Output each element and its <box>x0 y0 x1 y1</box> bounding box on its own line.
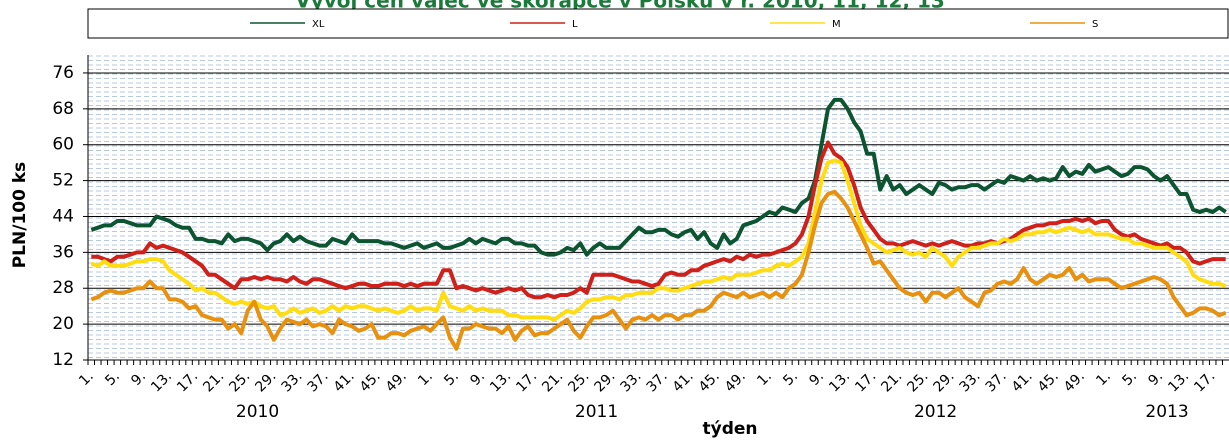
y-tick-label: 44 <box>52 206 74 226</box>
x-tick-label: 29. <box>252 368 279 395</box>
y-tick-label: 12 <box>52 350 74 370</box>
series-line <box>90 158 1227 322</box>
x-tick-label: 13. <box>487 368 514 395</box>
x-tick-label: 41. <box>331 368 358 395</box>
x-tick-label: 1. <box>415 368 436 389</box>
x-tick-label: 41. <box>670 368 697 395</box>
x-tick-label: 13. <box>826 368 853 395</box>
x-tick-label: 17. <box>174 368 201 395</box>
x-tick-label: 13. <box>148 368 175 395</box>
x-tick-label: 33. <box>278 368 305 395</box>
x-tick-label: 9. <box>806 368 827 389</box>
y-axis-label: PLN/100 ks <box>10 162 30 269</box>
x-group-label: 2011 <box>575 402 618 422</box>
x-tick-label: 33. <box>957 368 984 395</box>
x-tick-label: 5. <box>780 368 801 389</box>
x-tick-label: 45. <box>357 368 384 395</box>
x-tick-label: 1. <box>1093 368 1114 389</box>
y-tick-label: 20 <box>52 314 74 334</box>
x-axis-label: týden <box>702 419 757 439</box>
x-tick-label: 25. <box>565 368 592 395</box>
x-tick-label: 21. <box>539 368 566 395</box>
x-tick-label: 17. <box>1191 368 1218 395</box>
x-tick-label: 5. <box>441 368 462 389</box>
x-tick-label: 17. <box>852 368 879 395</box>
x-tick-label: 5. <box>1119 368 1140 389</box>
series-line <box>91 140 1226 300</box>
x-tick-label: 49. <box>1061 368 1088 395</box>
x-tick-label: 49. <box>722 368 749 395</box>
x-tick-label: 37. <box>305 368 332 395</box>
x-tick-label: 13. <box>1165 368 1192 395</box>
x-tick-label: 49. <box>383 368 410 395</box>
x-tick-label: 9. <box>1145 368 1166 389</box>
legend-label: M <box>832 19 841 30</box>
y-tick-label: 52 <box>52 171 74 191</box>
x-tick-label: 33. <box>618 368 645 395</box>
x-tick-label: 1. <box>754 368 775 389</box>
x-tick-label: 29. <box>591 368 618 395</box>
series-line <box>90 189 1227 351</box>
legend-label: XL <box>312 19 325 30</box>
y-tick-label: 60 <box>52 135 74 155</box>
x-tick-label: 5. <box>102 368 123 389</box>
x-group-label: 2012 <box>914 402 957 422</box>
x-tick-label: 45. <box>1035 368 1062 395</box>
x-tick-label: 37. <box>983 368 1010 395</box>
x-tick-label: 37. <box>644 368 671 395</box>
x-tick-label: 9. <box>128 368 149 389</box>
x-tick-label: 21. <box>878 368 905 395</box>
x-tick-label: 45. <box>696 368 723 395</box>
legend-label: L <box>572 19 578 30</box>
x-tick-label: 25. <box>226 368 253 395</box>
x-tick-label: 41. <box>1009 368 1036 395</box>
series-line <box>90 97 1227 257</box>
x-tick-label: 1. <box>76 368 97 389</box>
x-tick-label: 9. <box>467 368 488 389</box>
x-tick-label: 21. <box>200 368 227 395</box>
y-tick-label: 36 <box>52 242 74 262</box>
y-tick-label: 28 <box>52 278 74 298</box>
x-tick-label: 29. <box>930 368 957 395</box>
x-group-label: 2010 <box>236 402 279 422</box>
x-tick-label: 25. <box>904 368 931 395</box>
legend-label: S <box>1092 19 1098 30</box>
x-tick-label: 17. <box>513 368 540 395</box>
y-tick-label: 76 <box>52 63 74 83</box>
x-group-label: 2013 <box>1145 402 1188 422</box>
y-tick-label: 68 <box>52 99 74 119</box>
